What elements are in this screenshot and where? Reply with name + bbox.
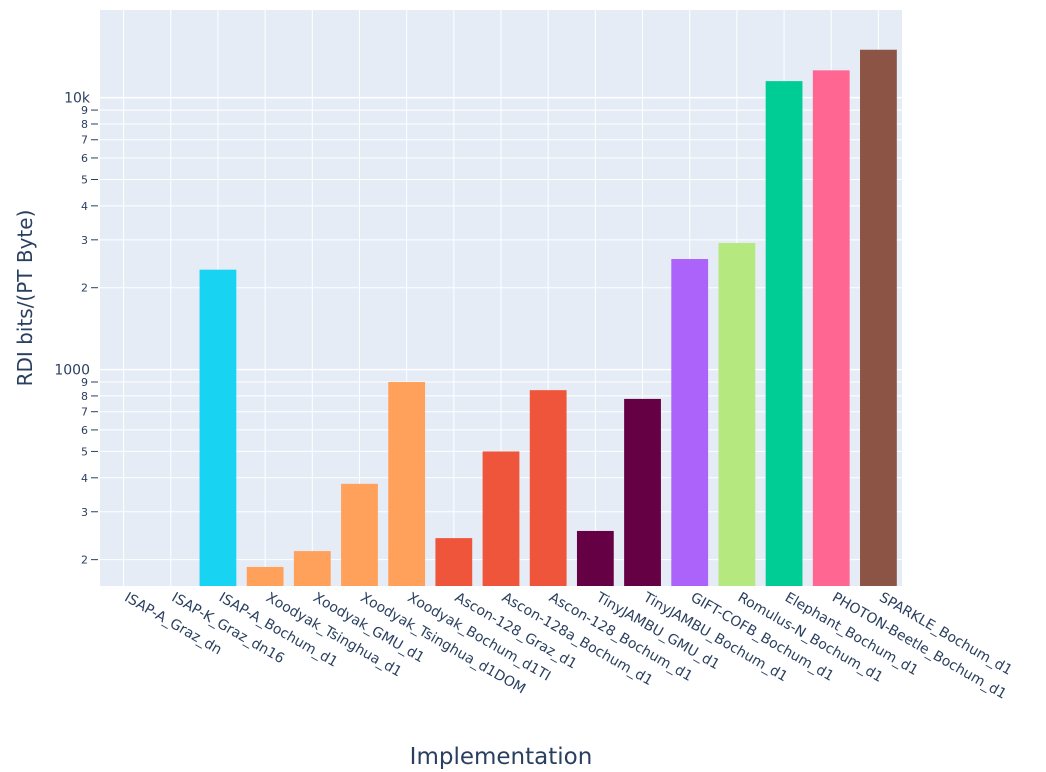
y-tick-label: 9: [81, 376, 88, 389]
bar: [246, 566, 284, 586]
y-tick-label: 7: [81, 406, 88, 419]
bar: [199, 269, 237, 586]
y-tick-label: 3: [81, 234, 88, 247]
y-tick-label: 4: [81, 472, 88, 485]
bar: [718, 243, 756, 586]
y-tick-label: 4: [81, 200, 88, 213]
y-tick-label: 2: [81, 554, 88, 567]
bar: [435, 538, 473, 586]
y-tick-label: 8: [81, 118, 88, 131]
bar: [388, 382, 426, 586]
y-tick-label: 5: [81, 173, 88, 186]
y-tick-label: 6: [81, 152, 88, 165]
bar: [860, 49, 897, 586]
bar: [293, 551, 331, 586]
y-tick-label: 7: [81, 134, 88, 147]
x-axis-title: Implementation: [410, 744, 593, 770]
bar: [765, 81, 803, 586]
y-tick-label: 2: [81, 282, 88, 295]
bar: [482, 451, 520, 586]
y-axis-title: RDI bits/(PT Byte): [13, 210, 37, 387]
y-tick-label: 9: [81, 104, 88, 117]
y-tick-label: 10k: [64, 91, 91, 107]
x-tick-labels: ISAP-A_Graz_dnISAP-K_Graz_dn16ISAP-A_Boc…: [122, 589, 1015, 703]
bar: [341, 483, 378, 586]
y-tick-label: 3: [81, 506, 88, 519]
bar: [529, 390, 567, 586]
bar: [624, 398, 661, 586]
y-tick-label: 5: [81, 445, 88, 458]
bar: [671, 259, 709, 586]
bar: [812, 70, 850, 587]
bars: [199, 49, 897, 587]
y-tick-label: 8: [81, 390, 88, 403]
y-tick-label: 1000: [54, 363, 90, 379]
y-tick-label: 6: [81, 424, 88, 437]
bar: [576, 530, 614, 586]
